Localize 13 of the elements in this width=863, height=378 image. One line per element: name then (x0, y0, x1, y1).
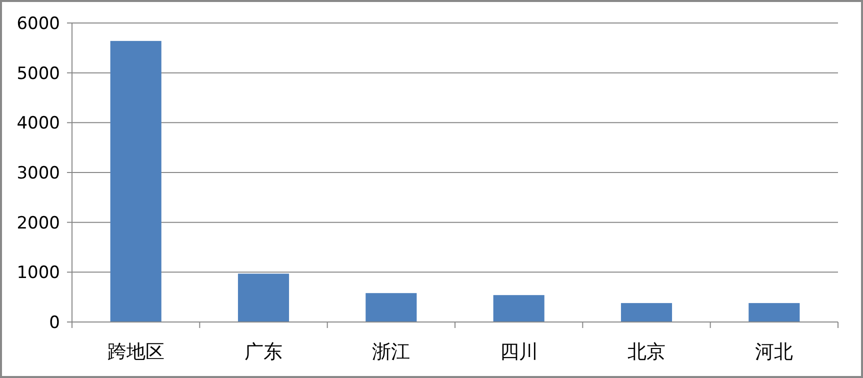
y-tick-label: 1000 (16, 263, 60, 284)
x-tick-label: 跨地区 (107, 341, 164, 363)
y-tick-label: 4000 (16, 114, 60, 134)
y-tick-label: 3000 (16, 164, 60, 184)
x-tick-label: 河北 (755, 341, 794, 363)
y-tick-label: 0 (49, 313, 60, 333)
y-tick-label: 5000 (16, 64, 60, 84)
x-tick-label: 浙江 (372, 341, 410, 363)
y-tick-label: 6000 (16, 14, 60, 34)
x-tick-label: 北京 (628, 341, 666, 363)
x-tick-label: 四川 (500, 341, 538, 363)
x-tick-label: 广东 (244, 341, 282, 363)
y-tick-label: 2000 (16, 213, 60, 234)
